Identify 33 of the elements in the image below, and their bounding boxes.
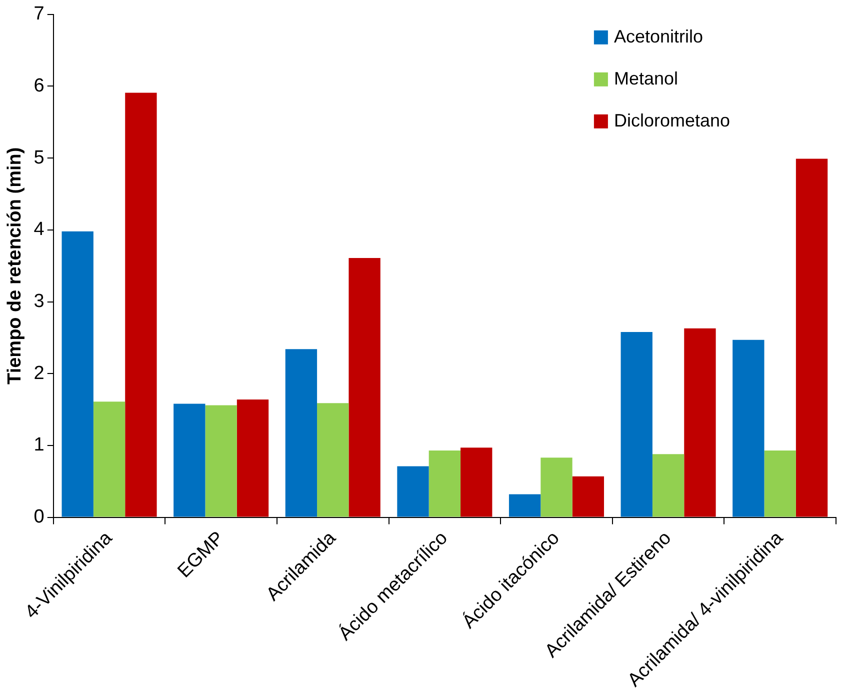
- bar: [572, 476, 604, 517]
- bar: [205, 405, 237, 517]
- y-axis-title: Tiempo de retención (min): [4, 147, 26, 384]
- bar: [652, 454, 684, 517]
- y-tick-label: 5: [34, 147, 44, 168]
- bar: [508, 494, 541, 517]
- bar: [236, 399, 269, 517]
- bar: [125, 92, 157, 517]
- bar: [428, 450, 461, 517]
- y-tick-label: 7: [34, 4, 44, 25]
- y-tick-label: 2: [34, 362, 44, 384]
- y-tick-label: 0: [34, 506, 44, 528]
- bar: [62, 231, 94, 517]
- bar: [285, 349, 318, 517]
- y-tick-label: 6: [34, 75, 44, 96]
- bar: [764, 450, 796, 517]
- bar: [93, 402, 126, 517]
- bar: [348, 258, 380, 517]
- bar: [540, 458, 572, 517]
- bar: [796, 158, 828, 517]
- bar: [317, 403, 349, 517]
- bar: [397, 466, 429, 517]
- bar: [174, 404, 206, 517]
- bar: [732, 340, 764, 517]
- bar: [460, 448, 492, 517]
- legend-label: Acetonitrilo: [614, 26, 703, 46]
- bar: [620, 332, 652, 517]
- y-tick-label: 1: [34, 434, 44, 456]
- y-tick-label: 3: [34, 291, 44, 312]
- bar: [684, 328, 716, 517]
- legend-label: Metanol: [614, 68, 678, 88]
- legend-label: Diclorometano: [614, 110, 730, 130]
- y-tick-label: 4: [34, 219, 45, 240]
